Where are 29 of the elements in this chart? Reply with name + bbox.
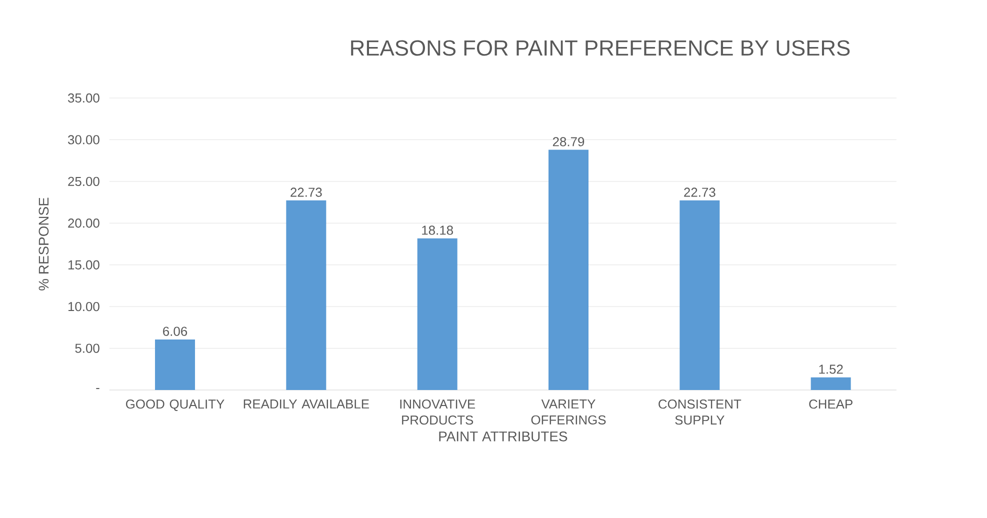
y-tick-label: - bbox=[96, 388, 100, 390]
data-label: 1.52 bbox=[819, 364, 843, 374]
data-label: 18.18 bbox=[422, 226, 453, 235]
data-label: 22.73 bbox=[290, 188, 322, 197]
x-tick-label: GOOD QUALITY bbox=[126, 400, 224, 412]
y-tick-label: 25.00 bbox=[68, 176, 100, 186]
x-axis-title: PAINT ATTRIBUTES bbox=[439, 431, 568, 442]
x-tick-label: CHEAP bbox=[809, 400, 852, 409]
bar bbox=[155, 339, 195, 390]
bar bbox=[810, 377, 851, 390]
x-tick-label: VARIETY OFFERINGS bbox=[531, 400, 606, 424]
y-tick-label: 15.00 bbox=[68, 260, 100, 270]
data-label: 6.06 bbox=[163, 326, 188, 336]
bar bbox=[417, 238, 458, 390]
chart-title: REASONS FOR PAINT PREFERENCE BY USERS bbox=[351, 40, 850, 56]
data-label: 22.73 bbox=[684, 188, 716, 197]
y-tick-label: 10.00 bbox=[68, 302, 100, 312]
y-axis-title: % RESPONSE bbox=[38, 198, 49, 290]
x-tick-label: CONSISTENT SUPPLY bbox=[658, 400, 742, 425]
y-tick-label: 30.00 bbox=[68, 135, 100, 144]
x-tick-label: INNOVATIVE PRODUCTS bbox=[400, 400, 476, 425]
y-tick-label: 20.00 bbox=[68, 218, 100, 228]
data-label: 28.79 bbox=[552, 137, 584, 146]
bar bbox=[680, 200, 720, 390]
bar bbox=[548, 150, 589, 390]
y-tick-label: 5.00 bbox=[75, 344, 100, 353]
y-tick-label: 35.00 bbox=[68, 93, 100, 103]
bar bbox=[286, 200, 326, 390]
x-tick-label: READILY AVAILABLE bbox=[244, 400, 369, 408]
